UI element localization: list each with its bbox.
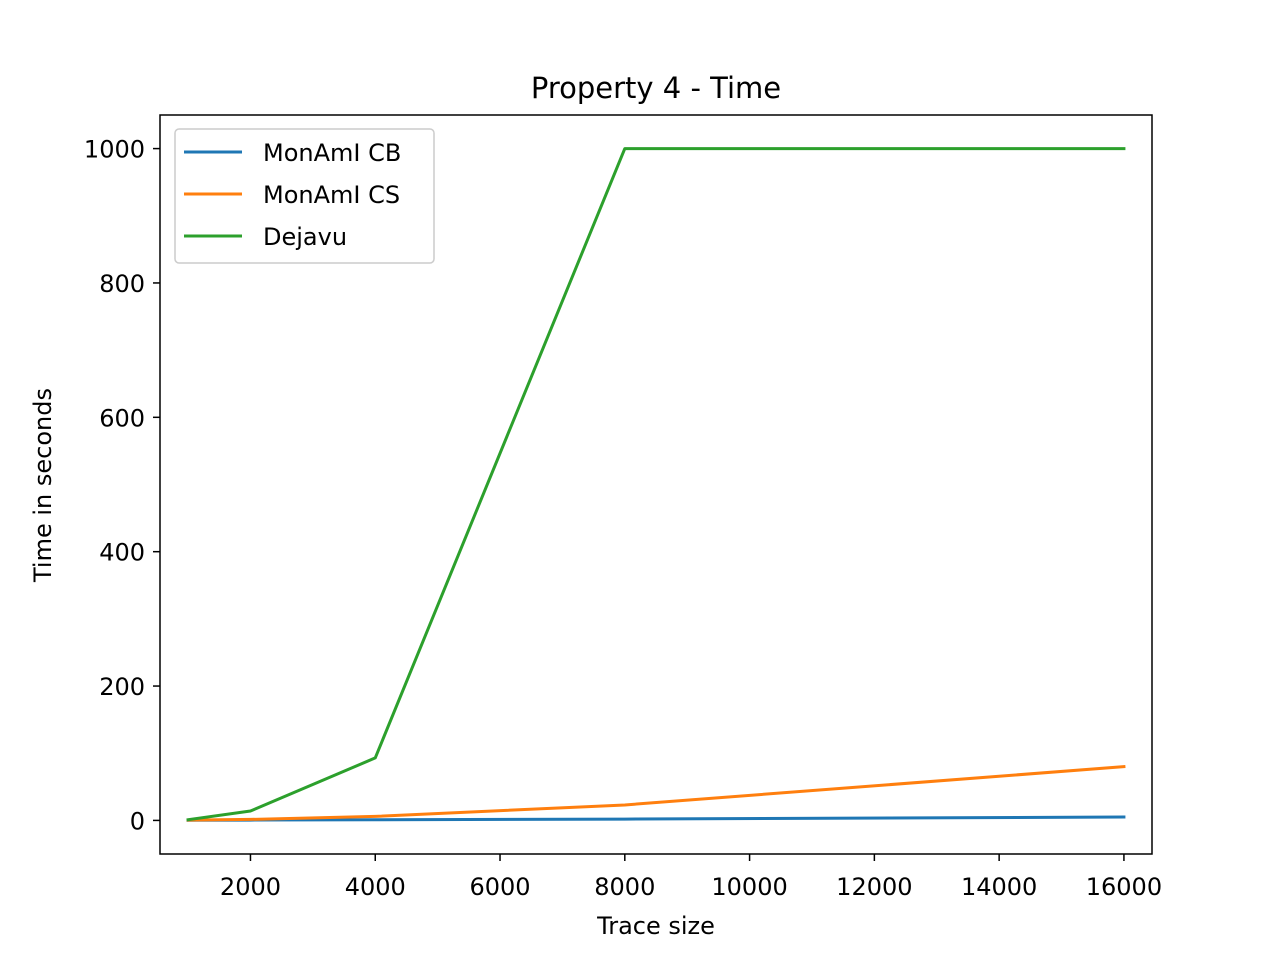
series-lines xyxy=(186,147,1126,822)
x-tick-label-7: 16000 xyxy=(1086,873,1162,901)
y-tick-label-4: 800 xyxy=(99,270,145,298)
y-axis-ticks: 0 200 400 600 800 1000 xyxy=(84,136,160,835)
y-tick-label-0: 0 xyxy=(130,807,145,835)
legend-label-0: MonAmI CB xyxy=(263,139,401,167)
chart-title: Property 4 - Time xyxy=(531,71,781,105)
x-axis-ticks: 2000 4000 6000 8000 10000 12000 14000 16000 xyxy=(220,854,1162,901)
legend-label-2: Dejavu xyxy=(263,223,347,251)
x-tick-label-4: 10000 xyxy=(711,873,787,901)
x-axis-label: Trace size xyxy=(596,912,715,940)
y-axis-label: Time in seconds xyxy=(29,388,57,583)
x-tick-label-3: 8000 xyxy=(594,873,655,901)
x-tick-label-5: 12000 xyxy=(836,873,912,901)
y-tick-label-2: 400 xyxy=(99,539,145,567)
y-tick-label-1: 200 xyxy=(99,673,145,701)
series-line-2 xyxy=(186,147,1126,822)
x-tick-label-1: 4000 xyxy=(345,873,406,901)
legend: MonAmI CB MonAmI CS Dejavu xyxy=(174,128,435,264)
x-tick-label-6: 14000 xyxy=(961,873,1037,901)
y-tick-label-5: 1000 xyxy=(84,136,145,164)
plot-frame xyxy=(159,114,1153,855)
legend-label-1: MonAmI CS xyxy=(263,181,400,209)
legend-box xyxy=(174,128,435,264)
y-tick-label-3: 600 xyxy=(99,404,145,432)
series-line-1 xyxy=(186,765,1126,822)
x-tick-label-2: 6000 xyxy=(469,873,530,901)
x-tick-label-0: 2000 xyxy=(220,873,281,901)
